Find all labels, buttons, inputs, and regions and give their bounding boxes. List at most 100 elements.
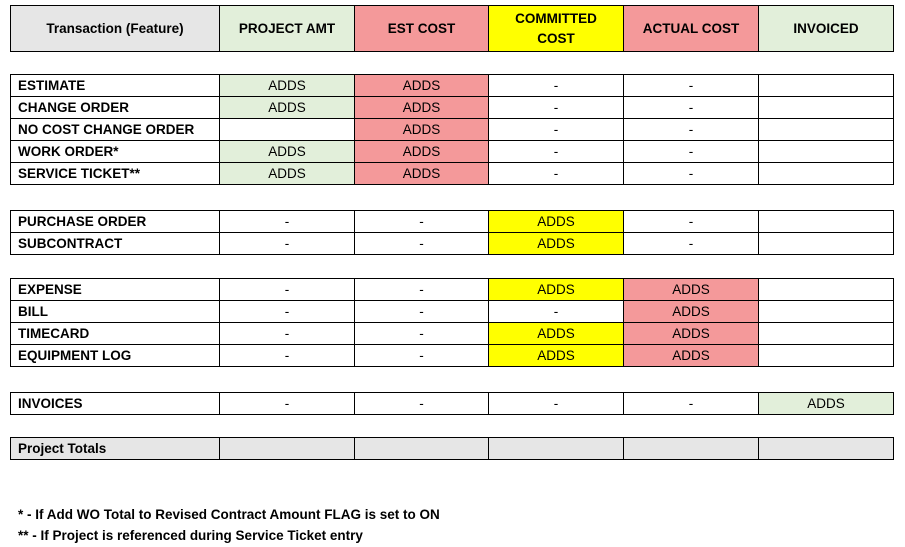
row-label: TIMECARD	[10, 322, 220, 345]
table-row: Project Totals	[10, 437, 894, 460]
table-cell: ADDS	[354, 140, 489, 163]
table-cell: -	[354, 392, 489, 415]
table-cell: -	[488, 300, 624, 323]
table-row: NO COST CHANGE ORDER ADDS - -	[10, 118, 894, 141]
table-row: EXPENSE - - ADDS ADDS	[10, 278, 894, 301]
row-label: NO COST CHANGE ORDER	[10, 118, 220, 141]
table-cell: -	[623, 162, 759, 185]
table-cell	[623, 437, 759, 460]
table-cell: -	[219, 344, 355, 367]
table-cell: ADDS	[219, 96, 355, 119]
table-cell: ADDS	[758, 392, 894, 415]
table-cell: ADDS	[488, 278, 624, 301]
table-row: CHANGE ORDER ADDS ADDS - -	[10, 96, 894, 119]
table-cell: -	[488, 162, 624, 185]
table-cell: ADDS	[219, 140, 355, 163]
table-cell: ADDS	[354, 96, 489, 119]
table-cell	[758, 74, 894, 97]
table-row: TIMECARD - - ADDS ADDS	[10, 322, 894, 345]
table-cell: ADDS	[623, 344, 759, 367]
table-cell: -	[219, 232, 355, 255]
table-cell	[758, 278, 894, 301]
row-label: INVOICES	[10, 392, 220, 415]
table-cell: -	[354, 300, 489, 323]
table-cell: -	[623, 210, 759, 233]
table-cell	[354, 437, 489, 460]
table-cell: -	[354, 344, 489, 367]
table-cell: -	[623, 232, 759, 255]
row-label: ESTIMATE	[10, 74, 220, 97]
table-cell: -	[354, 210, 489, 233]
table-cell	[758, 162, 894, 185]
table-cell	[758, 96, 894, 119]
table-header-row: Transaction (Feature) PROJECT AMT EST CO…	[10, 5, 894, 52]
footnote-service-ticket: ** - If Project is referenced during Ser…	[18, 528, 363, 543]
table-cell: ADDS	[488, 344, 624, 367]
table-cell: -	[623, 392, 759, 415]
table-cell	[488, 437, 624, 460]
table-cell	[219, 118, 355, 141]
footnote-work-order: * - If Add WO Total to Revised Contract …	[18, 507, 440, 522]
row-label: PURCHASE ORDER	[10, 210, 220, 233]
header-committed-cost: COMMITTED COST	[488, 5, 624, 52]
table-cell: -	[488, 140, 624, 163]
table-cell: -	[623, 140, 759, 163]
table-cell: ADDS	[219, 162, 355, 185]
table-row: INVOICES - - - - ADDS	[10, 392, 894, 415]
table-cell: ADDS	[354, 162, 489, 185]
table-cell: -	[219, 210, 355, 233]
table-cell: -	[219, 300, 355, 323]
header-invoiced: INVOICED	[758, 5, 894, 52]
table-cell	[758, 322, 894, 345]
table-cell	[758, 300, 894, 323]
table-cell: ADDS	[354, 74, 489, 97]
table-cell: -	[488, 96, 624, 119]
row-label: CHANGE ORDER	[10, 96, 220, 119]
table-cell: -	[488, 74, 624, 97]
table-cell: -	[354, 322, 489, 345]
row-label: BILL	[10, 300, 220, 323]
table-cell: ADDS	[623, 278, 759, 301]
row-label: SERVICE TICKET**	[10, 162, 220, 185]
table-row: WORK ORDER* ADDS ADDS - -	[10, 140, 894, 163]
row-label: WORK ORDER*	[10, 140, 220, 163]
table-cell: -	[488, 392, 624, 415]
table-cell: -	[219, 278, 355, 301]
table-row: EQUIPMENT LOG - - ADDS ADDS	[10, 344, 894, 367]
table-row: BILL - - - ADDS	[10, 300, 894, 323]
table-cell: ADDS	[623, 322, 759, 345]
row-label: Project Totals	[10, 437, 220, 460]
table-cell: -	[623, 118, 759, 141]
table-cell	[758, 210, 894, 233]
table-cell: ADDS	[488, 322, 624, 345]
table-cell: -	[354, 232, 489, 255]
table-cell: -	[219, 322, 355, 345]
header-actual-cost: ACTUAL COST	[623, 5, 759, 52]
table-row: SERVICE TICKET** ADDS ADDS - -	[10, 162, 894, 185]
table-cell: -	[623, 96, 759, 119]
table-cell: ADDS	[488, 210, 624, 233]
table-cell: -	[623, 74, 759, 97]
table-cell: -	[488, 118, 624, 141]
table-row: SUBCONTRACT - - ADDS -	[10, 232, 894, 255]
table-row: PURCHASE ORDER - - ADDS -	[10, 210, 894, 233]
header-est-cost: EST COST	[354, 5, 489, 52]
table-cell	[758, 437, 894, 460]
header-transaction: Transaction (Feature)	[10, 5, 220, 52]
table-row: ESTIMATE ADDS ADDS - -	[10, 74, 894, 97]
table-cell: -	[354, 278, 489, 301]
table-cell	[758, 232, 894, 255]
table-cell	[758, 140, 894, 163]
table-cell: -	[219, 392, 355, 415]
row-label: EQUIPMENT LOG	[10, 344, 220, 367]
table-cell: ADDS	[354, 118, 489, 141]
table-cell	[758, 118, 894, 141]
header-project-amt: PROJECT AMT	[219, 5, 355, 52]
table-cell	[758, 344, 894, 367]
row-label: SUBCONTRACT	[10, 232, 220, 255]
row-label: EXPENSE	[10, 278, 220, 301]
table-cell	[219, 437, 355, 460]
table-cell: ADDS	[488, 232, 624, 255]
table-cell: ADDS	[623, 300, 759, 323]
table-cell: ADDS	[219, 74, 355, 97]
